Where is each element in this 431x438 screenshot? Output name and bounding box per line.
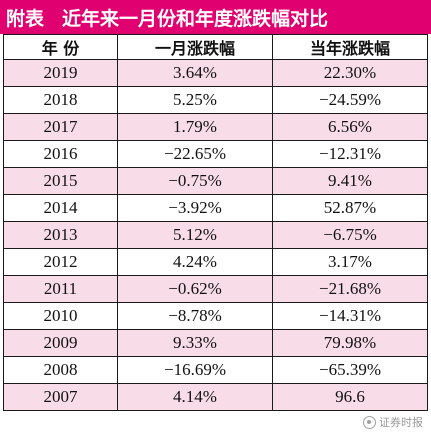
cell-annual-change: 52.87% <box>272 194 428 222</box>
cell-january-change: 1.79% <box>117 113 273 141</box>
table-row: 2017 1.79% 6.56% <box>3 113 428 141</box>
cell-annual-change: −6.75% <box>272 221 428 249</box>
table-row: 2007 4.14% 96.6 <box>3 383 428 411</box>
cell-january-change: 5.12% <box>117 221 273 249</box>
cell-year: 2013 <box>3 221 118 249</box>
cell-january-change: 4.24% <box>117 248 273 276</box>
cell-january-change: −8.78% <box>117 302 273 330</box>
cell-year: 2017 <box>3 113 118 141</box>
comparison-table: 年 份 一月涨跌幅 当年涨跌幅 2019 3.64% 22.30% 2018 5.25%… <box>3 34 428 411</box>
title-text: 近年来一月份和年度涨跌幅对比 <box>62 7 329 30</box>
title-bar: 附表 近年来一月份和年度涨跌幅对比 <box>0 0 431 34</box>
cell-january-change: 3.64% <box>117 59 273 87</box>
title-label: 附表 <box>6 7 45 30</box>
cell-year: 2019 <box>3 59 118 87</box>
table-row: 2015 −0.75% 9.41% <box>3 167 428 195</box>
watermark-logo-icon <box>363 415 376 429</box>
cell-annual-change: 6.56% <box>272 113 428 141</box>
table-row: 2012 4.24% 3.17% <box>3 248 428 276</box>
cell-year: 2007 <box>3 383 118 411</box>
cell-year: 2010 <box>3 302 118 330</box>
cell-january-change: −0.62% <box>117 275 273 303</box>
cell-january-change: 5.25% <box>117 86 273 114</box>
header-annual-change: 当年涨跌幅 <box>272 34 428 60</box>
table-row: 2009 9.33% 79.98% <box>3 329 428 357</box>
cell-annual-change: 3.17% <box>272 248 428 276</box>
cell-year: 2014 <box>3 194 118 222</box>
watermark-text: 证券时报 <box>379 416 423 429</box>
table-row: 2016 −22.65% −12.31% <box>3 140 428 168</box>
table-row: 2010 −8.78% −14.31% <box>3 302 428 330</box>
header-january-change: 一月涨跌幅 <box>117 34 273 60</box>
cell-annual-change: −24.59% <box>272 86 428 114</box>
cell-year: 2015 <box>3 167 118 195</box>
cell-annual-change: −12.31% <box>272 140 428 168</box>
cell-annual-change: −21.68% <box>272 275 428 303</box>
header-row: 年 份 一月涨跌幅 当年涨跌幅 <box>3 34 428 60</box>
cell-year: 2018 <box>3 86 118 114</box>
table-row: 2019 3.64% 22.30% <box>3 59 428 87</box>
table-row: 2011 −0.62% −21.68% <box>3 275 428 303</box>
cell-year: 2009 <box>3 329 118 357</box>
cell-january-change: −3.92% <box>117 194 273 222</box>
table-body: 2019 3.64% 22.30% 2018 5.25% −24.59% 2017 1.79%… <box>3 59 428 411</box>
cell-january-change: 4.14% <box>117 383 273 411</box>
cell-annual-change: 22.30% <box>272 59 428 87</box>
cell-january-change: −16.69% <box>117 356 273 384</box>
cell-year: 2008 <box>3 356 118 384</box>
cell-year: 2012 <box>3 248 118 276</box>
table-row: 2018 5.25% −24.59% <box>3 86 428 114</box>
cell-year: 2011 <box>3 275 118 303</box>
cell-annual-change: 79.98% <box>272 329 428 357</box>
cell-january-change: −22.65% <box>117 140 273 168</box>
cell-annual-change: −14.31% <box>272 302 428 330</box>
watermark: 证券时报 <box>363 414 423 430</box>
cell-annual-change: 96.6 <box>272 383 428 411</box>
cell-annual-change: −65.39% <box>272 356 428 384</box>
cell-annual-change: 9.41% <box>272 167 428 195</box>
table-row: 2008 −16.69% −65.39% <box>3 356 428 384</box>
cell-year: 2016 <box>3 140 118 168</box>
table-row: 2013 5.12% −6.75% <box>3 221 428 249</box>
table-row: 2014 −3.92% 52.87% <box>3 194 428 222</box>
header-year: 年 份 <box>3 34 118 60</box>
cell-january-change: −0.75% <box>117 167 273 195</box>
cell-january-change: 9.33% <box>117 329 273 357</box>
